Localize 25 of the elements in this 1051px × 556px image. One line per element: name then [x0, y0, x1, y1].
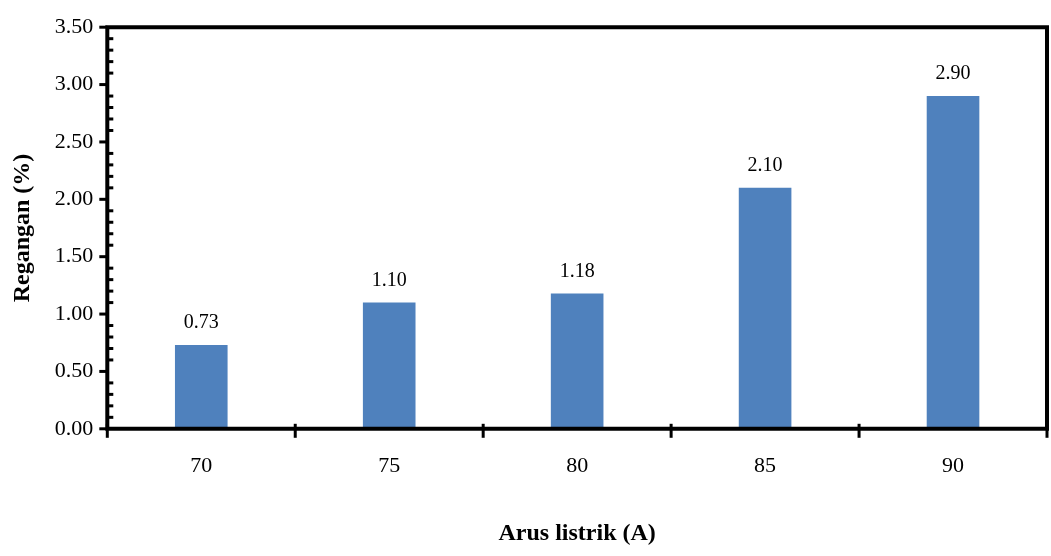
data-label: 0.73: [183, 310, 219, 333]
data-label: 2.10: [747, 153, 783, 176]
x-tick-label: 70: [190, 451, 213, 477]
bar: [738, 187, 792, 429]
y-tick-label: 1.50: [54, 242, 94, 268]
y-tick-label: 1.00: [54, 299, 94, 325]
x-tick-label: 75: [378, 451, 401, 477]
data-label: 2.90: [935, 61, 971, 84]
x-tick-label: 85: [754, 451, 777, 477]
bar: [926, 96, 980, 429]
bar: [550, 293, 604, 429]
y-tick-label: 3.00: [54, 70, 94, 96]
bar: [174, 345, 228, 429]
data-label: 1.10: [371, 267, 407, 290]
y-tick-label: 0.00: [54, 414, 94, 440]
x-tick-label: 90: [942, 451, 965, 477]
y-axis-title: Regangan (%): [7, 153, 34, 303]
y-tick-label: 2.50: [54, 127, 94, 153]
y-tick-label: 3.50: [54, 12, 94, 38]
y-tick-label: 0.50: [54, 357, 94, 383]
y-tick-label: 2.00: [54, 185, 94, 211]
data-label: 1.18: [559, 258, 595, 281]
x-tick-label: 80: [566, 451, 589, 477]
bar: [362, 302, 416, 429]
x-axis-title: Arus listrik (A): [498, 518, 656, 545]
